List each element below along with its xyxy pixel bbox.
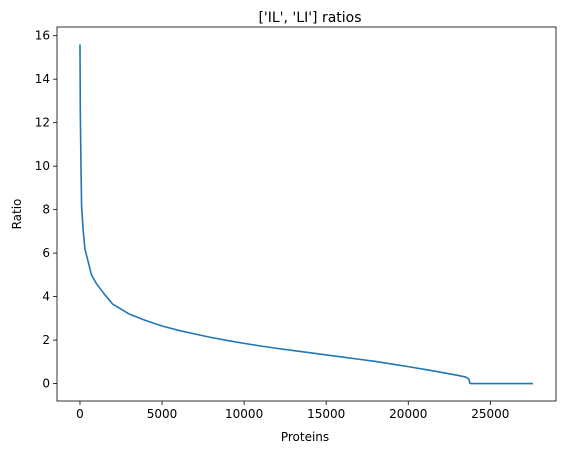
x-tick-label: 15000 — [307, 407, 345, 421]
y-tick-label: 2 — [42, 333, 50, 347]
y-axis-label: Ratio — [10, 199, 24, 230]
x-tick-label: 5000 — [147, 407, 178, 421]
x-tick-label: 20000 — [389, 407, 427, 421]
chart-title: ['IL', 'LI'] ratios — [258, 10, 361, 26]
x-tick-label: 25000 — [471, 407, 509, 421]
y-tick-label: 10 — [35, 159, 50, 173]
y-tick-label: 12 — [35, 116, 50, 130]
y-tick-label: 6 — [42, 246, 50, 260]
y-tick-label: 14 — [35, 72, 50, 86]
y-tick-label: 0 — [42, 377, 50, 391]
x-tick-label: 10000 — [225, 407, 263, 421]
y-tick-label: 8 — [42, 203, 50, 217]
x-tick-label: 0 — [76, 407, 84, 421]
plot-area — [57, 27, 556, 401]
x-axis-label: Proteins — [281, 430, 329, 444]
y-tick-label: 16 — [35, 29, 50, 43]
y-tick-label: 4 — [42, 290, 50, 304]
